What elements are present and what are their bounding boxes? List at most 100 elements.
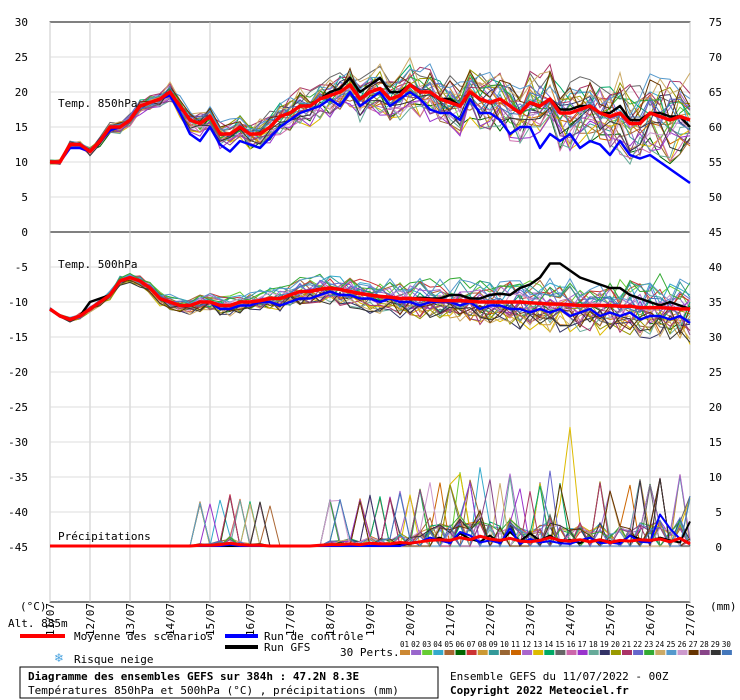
x-tick-label: 15/07	[204, 603, 217, 636]
x-tick-label: 26/07	[644, 603, 657, 636]
pert-swatch	[677, 650, 688, 655]
pert-number: 25	[666, 640, 675, 649]
pert-number: 29	[711, 640, 720, 649]
legend-mean-label: Moyenne des scénarios	[74, 630, 213, 643]
y-tick-right: 30	[709, 331, 722, 344]
x-tick-label: 18/07	[324, 603, 337, 636]
y-tick-right: 55	[709, 156, 722, 169]
y-tick-left: 20	[15, 86, 28, 99]
pert-swatch	[599, 650, 610, 655]
pert-swatch	[688, 650, 699, 655]
x-tick-label: 20/07	[404, 603, 417, 636]
pert-swatch	[710, 650, 721, 655]
t850-member-line	[49, 94, 691, 163]
x-tick-label: 17/07	[284, 603, 297, 636]
pert-swatch	[610, 650, 621, 655]
pert-swatch	[400, 650, 410, 655]
y-tick-right: 0	[715, 541, 722, 554]
y-tick-right: 10	[709, 471, 722, 484]
pert-number: 20	[611, 640, 621, 649]
pert-number: 12	[522, 640, 531, 649]
left-axis-unit: (°C)	[20, 600, 47, 613]
x-tick-label: 14/07	[164, 603, 177, 636]
label-precip: Précipitations	[58, 530, 151, 543]
y-tick-left: -45	[8, 541, 28, 554]
pert-swatch	[566, 650, 577, 655]
pert-number: 24	[655, 640, 665, 649]
y-tick-left: 10	[15, 156, 28, 169]
pert-swatch	[644, 650, 655, 655]
pert-number: 10	[500, 640, 510, 649]
y-tick-left: -10	[8, 296, 28, 309]
pert-number: 11	[511, 640, 520, 649]
t850-member-line	[49, 63, 691, 164]
pert-swatch	[577, 650, 588, 655]
pert-swatch	[499, 650, 510, 655]
pert-swatch	[411, 650, 422, 655]
y-tick-left: 30	[15, 16, 28, 29]
y-tick-right: 5	[715, 506, 722, 519]
pert-number: 02	[411, 640, 420, 649]
pert-number: 01	[400, 640, 409, 649]
x-tick-label: 24/07	[564, 603, 577, 636]
x-tick-label: 11/07	[44, 603, 57, 636]
pert-number: 21	[622, 640, 631, 649]
y-tick-right: 45	[709, 226, 722, 239]
x-tick-label: 22/07	[484, 603, 497, 636]
y-tick-left: -30	[8, 436, 28, 449]
mean-precip-line	[50, 534, 691, 548]
pert-swatch	[522, 650, 533, 655]
y-tick-right: 40	[709, 261, 722, 274]
y-tick-left: 0	[21, 226, 28, 239]
altitude-label: Alt. 885m	[8, 617, 68, 630]
pert-number: 09	[489, 640, 498, 649]
y-tick-left: -5	[15, 261, 28, 274]
pert-swatch	[622, 650, 632, 655]
t500-member-line	[49, 279, 691, 340]
x-tick-label: 23/07	[524, 603, 537, 636]
pert-swatch	[455, 650, 466, 655]
y-tick-right: 50	[709, 191, 722, 204]
pert-swatch	[511, 650, 521, 655]
y-tick-right: 70	[709, 51, 722, 64]
x-tick-label: 25/07	[604, 603, 617, 636]
y-tick-right: 25	[709, 366, 722, 379]
t850-member-line	[49, 63, 691, 162]
y-tick-right: 35	[709, 296, 722, 309]
legend-perts-label: 30 Perts.	[340, 646, 400, 659]
pert-swatch	[466, 650, 477, 655]
right-axis-unit: (mm)	[710, 600, 737, 613]
legend-snow-label: Risque neige	[74, 653, 153, 666]
pert-number: 17	[578, 640, 587, 649]
pert-number: 18	[589, 640, 599, 649]
x-tick-label: 21/07	[444, 603, 457, 636]
pert-swatch	[477, 650, 488, 655]
y-tick-right: 75	[709, 16, 722, 29]
pert-number: 28	[700, 640, 710, 649]
chart-title: Diagramme des ensembles GEFS sur 384h : …	[28, 670, 359, 683]
pert-swatch	[555, 650, 566, 655]
y-tick-left: -35	[8, 471, 28, 484]
pert-swatch	[488, 650, 499, 655]
pert-swatch	[699, 650, 710, 655]
copyright: Copyright 2022 Meteociel.fr	[450, 684, 629, 697]
pert-swatch	[655, 650, 666, 655]
pert-number: 06	[456, 640, 466, 649]
chart-subtitle: Températures 850hPa et 500hPa (°C) , pré…	[28, 684, 399, 697]
legend-control-label: Run de contrôle	[264, 630, 363, 643]
pert-swatch	[444, 650, 455, 655]
t850-member-line	[49, 94, 691, 165]
pert-swatch	[666, 650, 677, 655]
y-tick-right: 60	[709, 121, 722, 134]
y-tick-left: -40	[8, 506, 28, 519]
y-tick-left: 25	[15, 51, 28, 64]
pert-swatch	[433, 650, 444, 655]
pert-number: 23	[644, 640, 653, 649]
pert-number: 03	[422, 640, 431, 649]
snowflake-icon: ❄	[54, 651, 64, 665]
t500-member-line	[49, 276, 691, 335]
pert-number: 19	[600, 640, 609, 649]
pert-number: 04	[433, 640, 443, 649]
x-tick-label: 16/07	[244, 603, 257, 636]
